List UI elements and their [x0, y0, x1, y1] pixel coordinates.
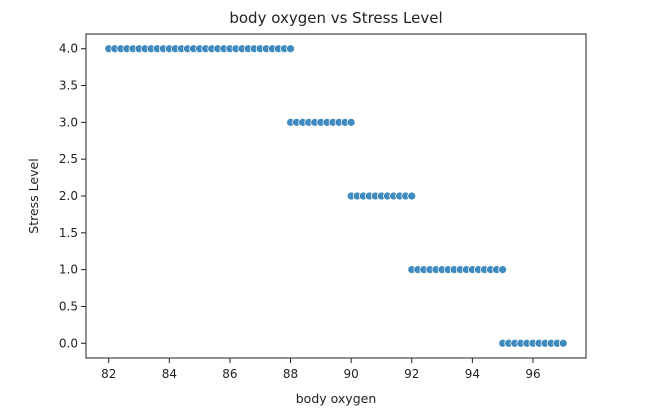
- x-tick-label: 94: [465, 367, 480, 381]
- y-tick-label: 1.0: [59, 263, 78, 277]
- x-tick-label: 82: [101, 367, 116, 381]
- x-axis-label: body oxygen: [296, 391, 377, 406]
- chart-title: body oxygen vs Stress Level: [229, 9, 442, 27]
- y-tick-label: 1.5: [59, 226, 78, 240]
- data-point: [346, 117, 356, 127]
- data-point: [558, 338, 568, 348]
- y-tick-label: 0.0: [59, 336, 78, 350]
- y-tick-label: 3.0: [59, 115, 78, 129]
- scatter-points: [104, 44, 568, 348]
- y-tick-label: 2.0: [59, 189, 78, 203]
- y-tick-label: 0.5: [59, 299, 78, 313]
- y-axis-label: Stress Level: [26, 158, 41, 233]
- x-tick-label: 88: [283, 367, 298, 381]
- plot-frame: [85, 33, 587, 359]
- y-tick-label: 2.5: [59, 152, 78, 166]
- x-tick-label: 86: [222, 367, 237, 381]
- data-point: [286, 44, 295, 54]
- y-axis-ticks: 0.0 0.5 1.0 1.5 2.0 2.5 3.0 3.5 4.0: [59, 42, 86, 350]
- x-tick-label: 90: [344, 367, 359, 381]
- x-tick-label: 84: [162, 367, 177, 381]
- y-tick-label: 3.5: [59, 79, 78, 93]
- data-point: [407, 191, 417, 201]
- x-axis-ticks: 82 84 86 88 90 92 94 96: [101, 358, 541, 381]
- x-tick-label: 96: [525, 367, 540, 381]
- x-tick-label: 92: [404, 367, 419, 381]
- y-tick-label: 4.0: [59, 42, 78, 56]
- data-point: [498, 265, 508, 275]
